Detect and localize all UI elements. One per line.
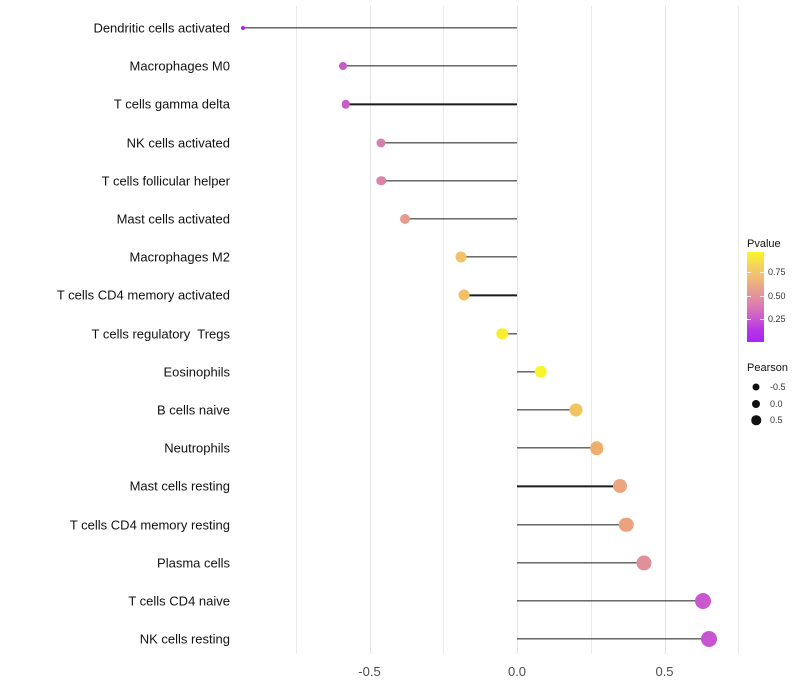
category-label: Macrophages M0 <box>129 58 230 74</box>
category-label: T cells follicular helper <box>101 173 230 189</box>
data-point <box>376 176 387 186</box>
gridline-x--0.5 <box>369 6 371 654</box>
stem-segment <box>242 27 517 29</box>
category-label: Eosinophils <box>163 364 231 380</box>
data-point <box>618 517 634 532</box>
gridline-x-0 <box>517 6 518 654</box>
data-point <box>376 138 386 148</box>
data-point <box>339 62 347 71</box>
category-label: Plasma cells <box>157 555 230 571</box>
stem-segment <box>381 141 517 144</box>
stem-segment <box>460 256 517 258</box>
stem-segment <box>517 409 576 411</box>
x-tick-label: -0.5 <box>358 664 381 679</box>
pearson-legend-title: Pearson <box>747 362 788 374</box>
pvalue-tick-label: 0.75 <box>768 267 786 277</box>
gridline-x--0.25 <box>443 6 445 654</box>
data-point <box>341 100 351 109</box>
stem-segment <box>343 65 517 67</box>
gridline-x-0.25 <box>590 6 592 654</box>
data-point <box>700 631 717 648</box>
category-label: Macrophages M2 <box>129 249 230 265</box>
pvalue-tick-mark <box>760 272 764 273</box>
pvalue-tick-mark <box>747 319 751 320</box>
gridline-x--0.75 <box>295 6 297 654</box>
category-label: NK cells activated <box>126 135 230 151</box>
pvalue-tick-label: 0.25 <box>768 314 786 324</box>
pvalue-tick-mark <box>760 319 764 320</box>
data-point <box>458 289 470 301</box>
category-label: Mast cells activated <box>116 211 230 227</box>
gridline-x-0.75 <box>738 6 740 654</box>
category-label: T cells CD4 memory resting <box>69 517 230 533</box>
x-tick-label: 0.0 <box>507 664 527 679</box>
data-point <box>589 441 604 455</box>
stem-segment <box>517 523 627 526</box>
stem-segment <box>517 562 644 564</box>
gridline-x-0.5 <box>664 6 666 654</box>
stem-segment <box>463 294 517 297</box>
pvalue-tick-mark <box>760 296 764 297</box>
pvalue-legend-title: Pvalue <box>747 238 781 250</box>
pearson-legend-dot <box>751 415 761 425</box>
category-label: Dendritic cells activated <box>93 20 230 36</box>
x-tick-label: 0.5 <box>655 664 674 679</box>
data-point <box>455 251 467 263</box>
data-point <box>534 365 547 379</box>
pvalue-colorbar <box>747 252 764 342</box>
stem-segment <box>502 332 518 335</box>
data-point <box>636 555 652 571</box>
stem-segment <box>345 103 517 106</box>
stem-segment <box>517 447 597 449</box>
data-point <box>613 479 628 494</box>
pearson-legend-dot <box>752 400 760 408</box>
data-point <box>569 403 583 417</box>
pvalue-tick-label: 0.50 <box>768 291 786 301</box>
category-label: NK cells resting <box>139 631 230 647</box>
category-label: T cells regulatory Tregs <box>91 326 230 342</box>
data-point <box>496 327 509 340</box>
pearson-legend-label: 0.5 <box>770 415 783 425</box>
pearson-legend-label: -0.5 <box>770 382 786 392</box>
category-label: B cells naive <box>157 402 230 418</box>
stem-segment <box>517 638 709 640</box>
pvalue-tick-mark <box>747 272 751 273</box>
stem-segment <box>404 218 517 220</box>
data-point <box>399 214 410 224</box>
stem-segment <box>517 371 541 373</box>
pearson-legend-label: 0.0 <box>770 399 783 409</box>
category-label: Neutrophils <box>164 440 230 456</box>
category-label: T cells CD4 naive <box>128 593 230 609</box>
category-label: T cells CD4 memory activated <box>56 287 230 303</box>
data-point <box>694 593 711 609</box>
category-label: T cells gamma delta <box>113 96 230 112</box>
stem-segment <box>517 600 703 602</box>
data-point <box>240 26 245 30</box>
pvalue-tick-mark <box>747 296 751 297</box>
pearson-legend-dot <box>752 383 760 391</box>
stem-segment <box>517 485 621 488</box>
stem-segment <box>381 180 517 182</box>
category-label: Mast cells resting <box>129 478 230 494</box>
